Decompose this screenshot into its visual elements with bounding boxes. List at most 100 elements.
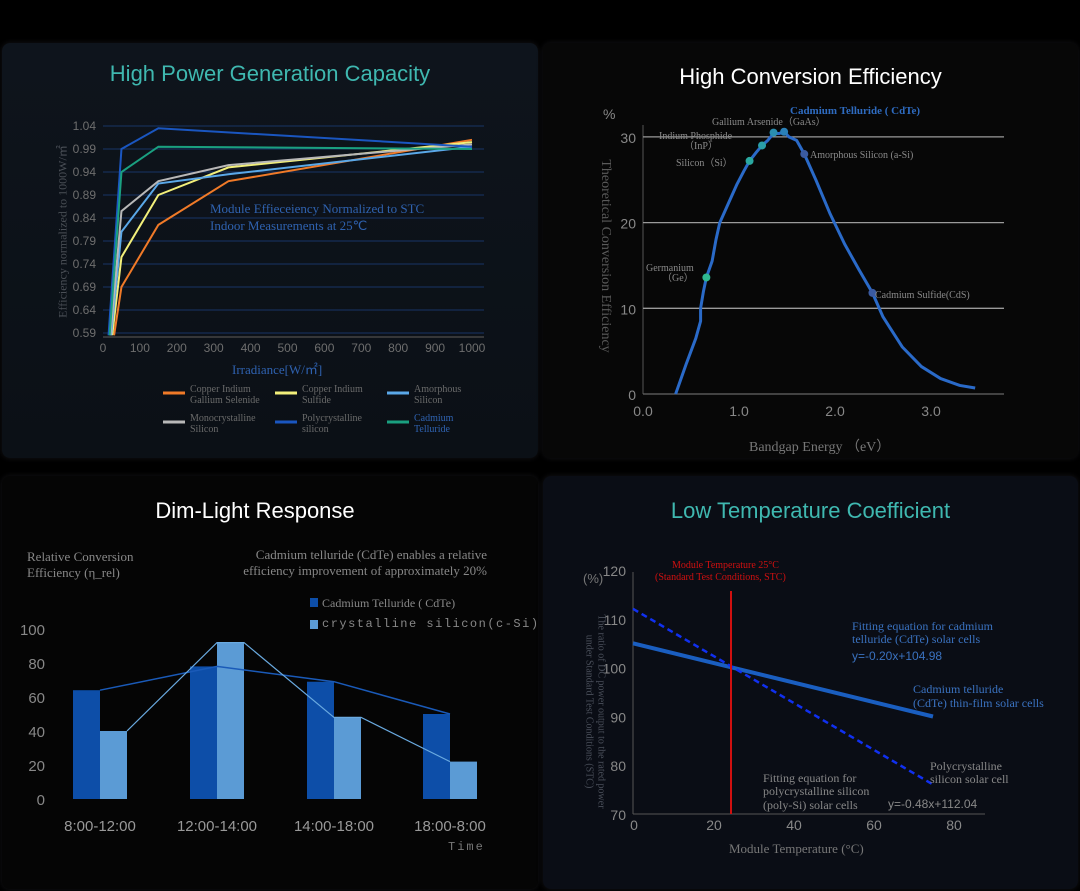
series-line — [109, 143, 473, 336]
legend-label-cdte: Cadmium Telluride ( CdTe) — [322, 596, 456, 610]
panel-temperature — [543, 476, 1078, 889]
poly-equation: y=-0.48x+112.04 — [888, 797, 978, 811]
y-tick-label: 70 — [610, 807, 626, 823]
series-line-cdte — [99, 665, 451, 715]
chart-title-power: High Power Generation Capacity — [109, 61, 431, 86]
legend-swatch-csi — [310, 620, 318, 629]
y-tick-label: 30 — [620, 130, 636, 146]
y-unit-label: (%) — [583, 571, 604, 586]
data-point — [702, 273, 711, 282]
legend-label: Copper Indium — [302, 384, 363, 395]
x-tick-label: 20 — [706, 817, 722, 833]
poly-fit-label-3: (poly-Si) solar cells — [763, 798, 858, 812]
stc-label-line-1: Module Temperature 25°C — [672, 560, 779, 571]
x-tick-label: 3.0 — [921, 403, 941, 419]
x-tick-label: 80 — [946, 817, 962, 833]
annotation-line-1: Cadmium telluride (CdTe) enables a relat… — [255, 547, 487, 562]
x-tick-label: 1.0 — [729, 403, 749, 419]
point-label: Indium Phosphide — [659, 131, 733, 142]
data-point — [745, 156, 754, 165]
x-tick-label: 500 — [277, 341, 297, 355]
y-axis-label-line-2: under Standard Test Conditions (STC) — [583, 634, 595, 789]
y-tick-label: 0.84 — [73, 211, 97, 225]
x-tick-label: 300 — [204, 341, 224, 355]
bar — [190, 666, 217, 799]
y-tick-label: 0.79 — [73, 234, 97, 248]
point-label: Cadmium Telluride ( CdTe) — [790, 105, 920, 117]
poly-fit-label-2: polycrystalline silicon — [763, 784, 870, 798]
bar — [100, 731, 127, 799]
category-label: 14:00-18:00 — [294, 818, 374, 835]
y-tick-label: 0.64 — [73, 303, 97, 317]
x-tick-label: 100 — [130, 341, 150, 355]
y-tick-label: 0 — [628, 387, 636, 403]
bar — [73, 690, 100, 799]
y-tick-label: 20 — [28, 758, 45, 775]
y-tick-label: 10 — [620, 301, 636, 317]
y-tick-label: 40 — [28, 724, 45, 741]
point-label: （InP） — [684, 140, 718, 152]
y-axis-label: Efficiency normalized to 1000W/㎡ — [55, 145, 70, 318]
legend-label: Sulfide — [302, 395, 331, 406]
point-label: Germanium — [646, 263, 694, 274]
legend-label: Telluride — [414, 424, 451, 435]
cdte-fit-label-1: Fitting equation for cadmium — [852, 619, 993, 633]
y-tick-label: 80 — [610, 758, 626, 774]
point-label: Cadmium Sulfide(CdS) — [875, 290, 970, 301]
y-axis-label: Theoretical Conversion Efficiency — [598, 159, 613, 353]
stc-label-line-2: (Standard Test Conditions, STC) — [655, 572, 786, 583]
y-tick-label: 0.89 — [73, 188, 97, 202]
y-tick-label: 110 — [604, 612, 627, 628]
cdte-series-label-2: (CdTe) thin-film solar cells — [913, 696, 1044, 710]
legend-label: Copper Indium — [190, 384, 251, 395]
data-point — [780, 127, 789, 136]
x-axis-label: Module Temperature (°C) — [729, 841, 864, 856]
poly-series-label-2: silicon solar cell — [930, 772, 1009, 786]
legend-swatch-cdte — [310, 598, 318, 607]
chart-title-dim-light: Dim-Light Response — [155, 498, 355, 523]
x-axis-label: Bandgap Energy （eV） — [749, 440, 891, 455]
x-tick-label: 1000 — [459, 341, 486, 355]
y-axis-label-line-1: The ratio of DC power output to the rate… — [595, 614, 607, 809]
efficiency-curve — [674, 130, 976, 395]
x-tick-label: 200 — [167, 341, 187, 355]
panel-power-generation — [2, 43, 538, 458]
category-label: 12:00-14:00 — [177, 818, 257, 835]
series-line — [113, 138, 473, 336]
y-tick-label: 100 — [20, 622, 45, 639]
y-tick-label: 60 — [28, 690, 45, 707]
cdte-series-label-1: Cadmium telluride — [913, 682, 1004, 696]
x-tick-label: 400 — [241, 341, 261, 355]
y-axis-label-line-2: Efficiency (η_rel) — [27, 565, 120, 580]
category-label: 8:00-12:00 — [64, 818, 136, 835]
series-line — [110, 145, 473, 336]
x-tick-label: 800 — [388, 341, 408, 355]
y-tick-label: 0.99 — [73, 142, 97, 156]
x-axis-label: Time — [448, 840, 485, 854]
legend-label: silicon — [302, 424, 329, 435]
category-label: 18:00-8:00 — [414, 818, 486, 835]
annotation-line-2: efficiency improvement of approximately … — [243, 563, 487, 578]
cdte-equation: y=-0.20x+104.98 — [852, 649, 943, 663]
fit-line — [632, 607, 934, 786]
legend-label: Amorphous — [414, 384, 461, 395]
cdte-fit-label-2: telluride (CdTe) solar cells — [852, 632, 981, 646]
bar — [334, 717, 361, 799]
poly-fit-label-1: Fitting equation for — [763, 771, 857, 785]
data-point — [758, 141, 767, 150]
y-tick-label: 90 — [610, 709, 626, 725]
bar — [450, 761, 477, 799]
x-tick-label: 2.0 — [825, 403, 845, 419]
poly-series-label-1: Polycrystalline — [930, 759, 1002, 773]
legend-label: Cadmium — [414, 413, 454, 424]
y-axis-label-line-1: Relative Conversion — [27, 549, 134, 564]
y-tick-label: 0.59 — [73, 326, 97, 340]
annotation-line-1: Module Effieceiency Normalized to STC — [210, 201, 425, 216]
legend-label-csi: crystalline silicon(c-Si) — [322, 617, 540, 631]
y-tick-label: 0 — [37, 792, 45, 809]
x-tick-label: 0.0 — [633, 403, 653, 419]
panel-conversion-efficiency — [543, 43, 1078, 458]
bar — [423, 714, 450, 799]
series-line — [108, 145, 473, 336]
